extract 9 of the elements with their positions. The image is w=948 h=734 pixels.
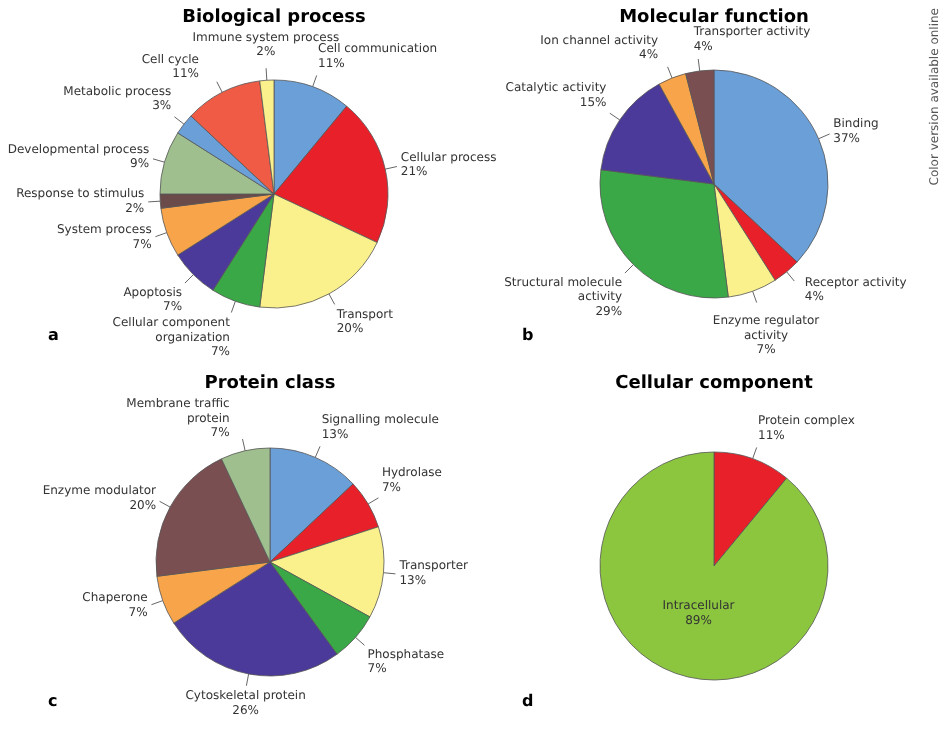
chart-title: Biological process	[182, 8, 366, 28]
chart-title: Cellular component	[615, 374, 815, 394]
text: c	[48, 692, 58, 710]
chart-title: Molecular function	[619, 8, 809, 28]
pie-slice	[599, 451, 829, 681]
chart-title: Protein class	[204, 374, 336, 394]
text: a	[48, 326, 59, 344]
text: b	[522, 326, 534, 344]
text: d	[522, 692, 534, 710]
